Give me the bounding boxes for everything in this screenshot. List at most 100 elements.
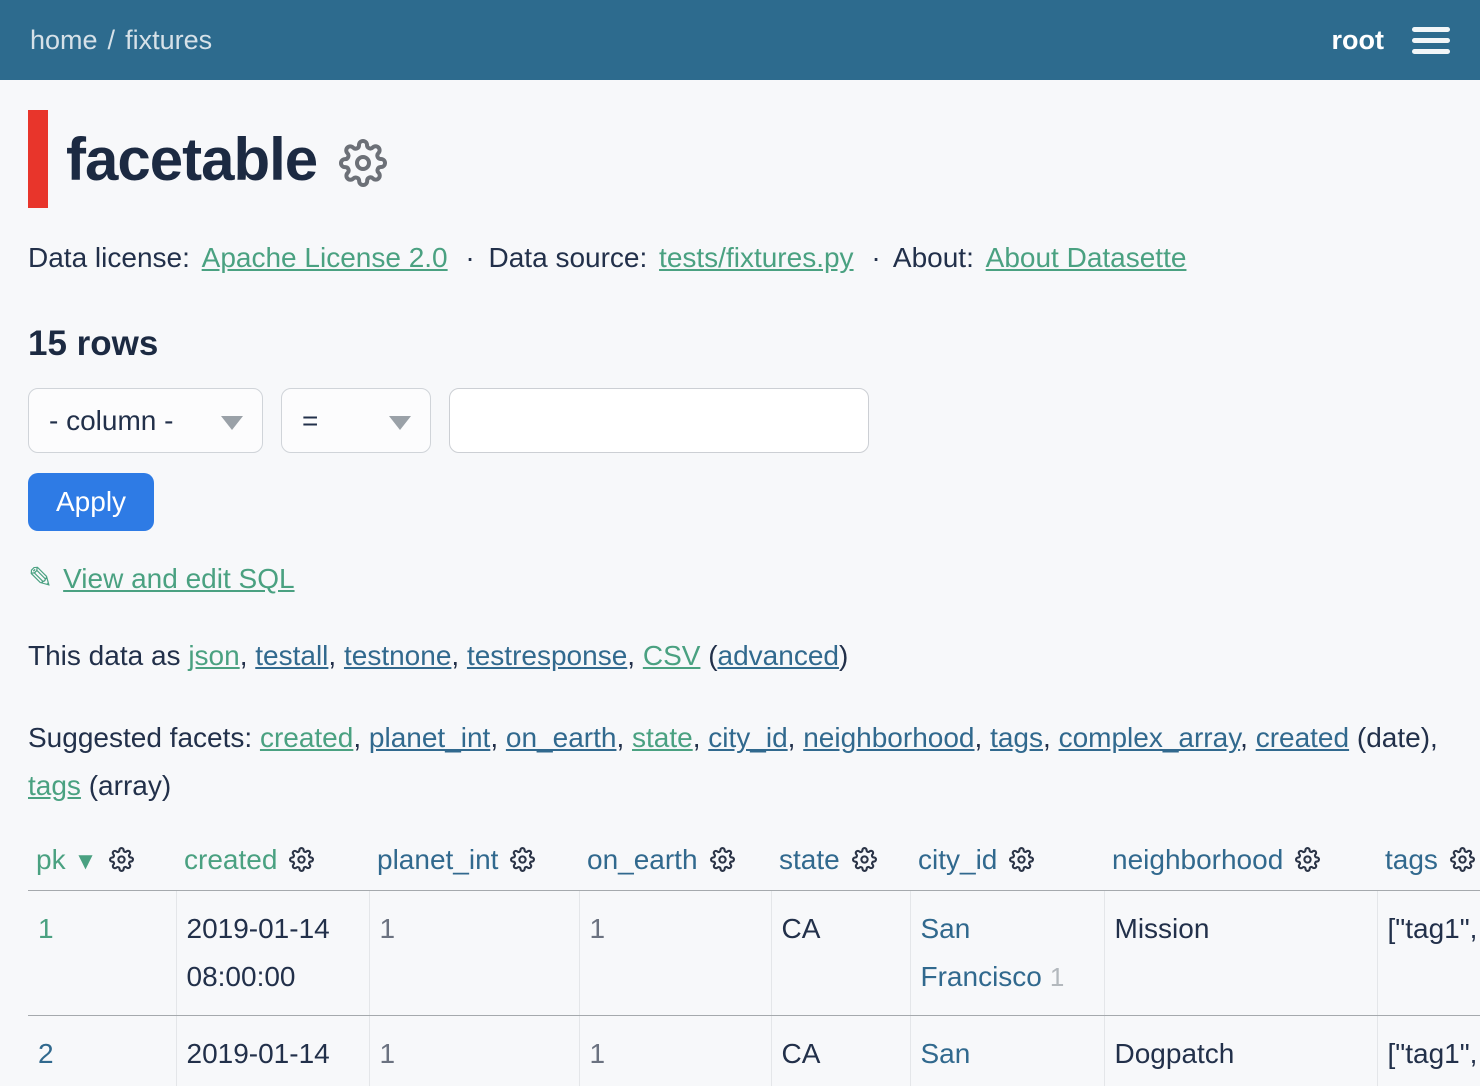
separator: , [974,722,991,753]
filter-column-select[interactable]: - column - [28,388,263,453]
facet-link-planet-int[interactable]: planet_int [368,722,491,753]
facet-link-complex-array[interactable]: complex_array [1058,722,1241,753]
cell-on-earth: 1 [578,890,771,1016]
export-links: This data as json, testall, testnone, te… [28,640,1452,672]
export-link-testall[interactable]: testall [255,640,329,671]
data-table: pk ▼ created planet_int on_earth [28,838,1480,1086]
export-link-testresponse[interactable]: testresponse [466,640,628,671]
column-gear-icon[interactable] [851,847,877,872]
facet-link-tags[interactable]: tags [990,722,1043,753]
cell-created: 2019-01-14 08:00:00 [175,1015,369,1086]
separator: , [627,640,643,671]
separator: , [616,722,633,753]
license-label: Data license: [28,242,190,273]
page-title: facetable [66,125,318,193]
filter-operator-select[interactable]: = [281,388,431,453]
sort-desc-icon: ▼ [73,848,98,875]
table-settings-gear-icon[interactable] [339,139,388,187]
column-header-planet-int-link[interactable]: planet_int [377,844,499,875]
separator: , [490,722,506,753]
cell-planet-int: 1 [368,1015,579,1086]
row-pk-link[interactable]: 2 [38,1038,54,1069]
row-pk-link[interactable]: 1 [38,913,54,944]
separator-dot: · [871,242,881,273]
cell-state: CA [770,890,910,1016]
about-link[interactable]: About Datasette [985,242,1187,273]
breadcrumb-home[interactable]: home [30,24,98,55]
separator: , [692,722,709,753]
export-link-json[interactable]: json [188,640,240,671]
column-header-state-link[interactable]: state [779,844,840,875]
facet-link-created-date[interactable]: created [1255,722,1350,753]
menu-icon[interactable] [1412,21,1450,60]
view-edit-sql-link[interactable]: View and edit SQL [63,562,295,594]
export-link-testnone[interactable]: testnone [343,640,452,671]
menu-bar [1412,37,1450,43]
menu-bar [1412,26,1450,32]
separator: , [328,640,344,671]
column-gear-icon[interactable] [1295,847,1321,872]
column-header-state: state [771,838,910,891]
column-header-pk-link[interactable]: pk [36,844,66,875]
column-header-neighborhood-link[interactable]: neighborhood [1112,844,1284,875]
column-gear-icon[interactable] [510,847,536,872]
city-link[interactable]: San Francisco [920,913,1042,992]
breadcrumb-separator: / [107,24,116,55]
table-header-row: pk ▼ created planet_int on_earth [28,838,1480,891]
column-header-city-id-link[interactable]: city_id [918,844,998,875]
source-link[interactable]: tests/fixtures.py [659,242,854,273]
filter-row: - column - = [28,388,1452,453]
top-nav: home / fixtures root [0,0,1480,80]
separator: , [1240,722,1256,753]
cell-tags: ["tag1", "tag2"] [1376,890,1480,1016]
breadcrumb-database[interactable]: fixtures [125,24,213,55]
export-link-advanced[interactable]: advanced [717,640,839,671]
apply-button[interactable]: Apply [28,473,155,531]
sql-row: ✎ View and edit SQL [28,561,1452,596]
column-header-created-link[interactable]: created [184,844,278,875]
facet-link-neighborhood[interactable]: neighborhood [803,722,975,753]
column-gear-icon[interactable] [1009,847,1035,872]
column-header-tags: tags [1377,838,1480,891]
cell-state: CA [770,1015,910,1086]
separator: , [353,722,369,753]
facet-link-tags-array[interactable]: tags [28,770,81,801]
facet-suffix: (date) [1356,722,1431,753]
paren-close: ) [838,640,849,671]
separator-dot: · [465,242,475,273]
column-header-on-earth-link[interactable]: on_earth [587,844,698,875]
license-link[interactable]: Apache License 2.0 [201,242,448,273]
cell-on-earth: 1 [578,1015,771,1086]
facet-link-on-earth[interactable]: on_earth [505,722,617,753]
metadata-line: Data license: Apache License 2.0 · Data … [28,242,1452,274]
facet-link-created[interactable]: created [259,722,354,753]
row-count-heading: 15 rows [28,324,159,363]
column-header-planet-int: planet_int [369,838,579,891]
paren-open: ( [708,640,718,671]
facet-link-state[interactable]: state [632,722,693,753]
column-header-pk: pk ▼ [28,838,176,891]
cell-tags: ["tag1", "tag3"] [1376,1015,1480,1086]
column-gear-icon[interactable] [1449,847,1475,872]
export-link-csv[interactable]: CSV [642,640,701,671]
cell-planet-int: 1 [368,890,579,1016]
breadcrumb: home / fixtures [30,25,212,56]
table-row: 1 2019-01-14 08:00:00 1 1 CA San Francis… [28,890,1480,1016]
user-name: root [1331,24,1384,55]
column-gear-icon[interactable] [289,847,315,872]
column-gear-icon[interactable] [709,847,735,872]
filter-value-input[interactable] [449,388,869,453]
cell-neighborhood: Dogpatch [1103,1015,1377,1086]
column-header-neighborhood: neighborhood [1104,838,1377,891]
column-gear-icon[interactable] [109,847,135,872]
source-label: Data source: [488,242,648,273]
facets-prefix: Suggested facets: [28,722,253,753]
export-prefix: This data as [28,640,181,671]
facet-link-city-id[interactable]: city_id [708,722,788,753]
menu-bar [1412,48,1450,54]
city-link[interactable]: San Francisco [920,1038,971,1069]
column-header-tags-link[interactable]: tags [1385,844,1438,875]
about-label: About: [892,242,974,273]
